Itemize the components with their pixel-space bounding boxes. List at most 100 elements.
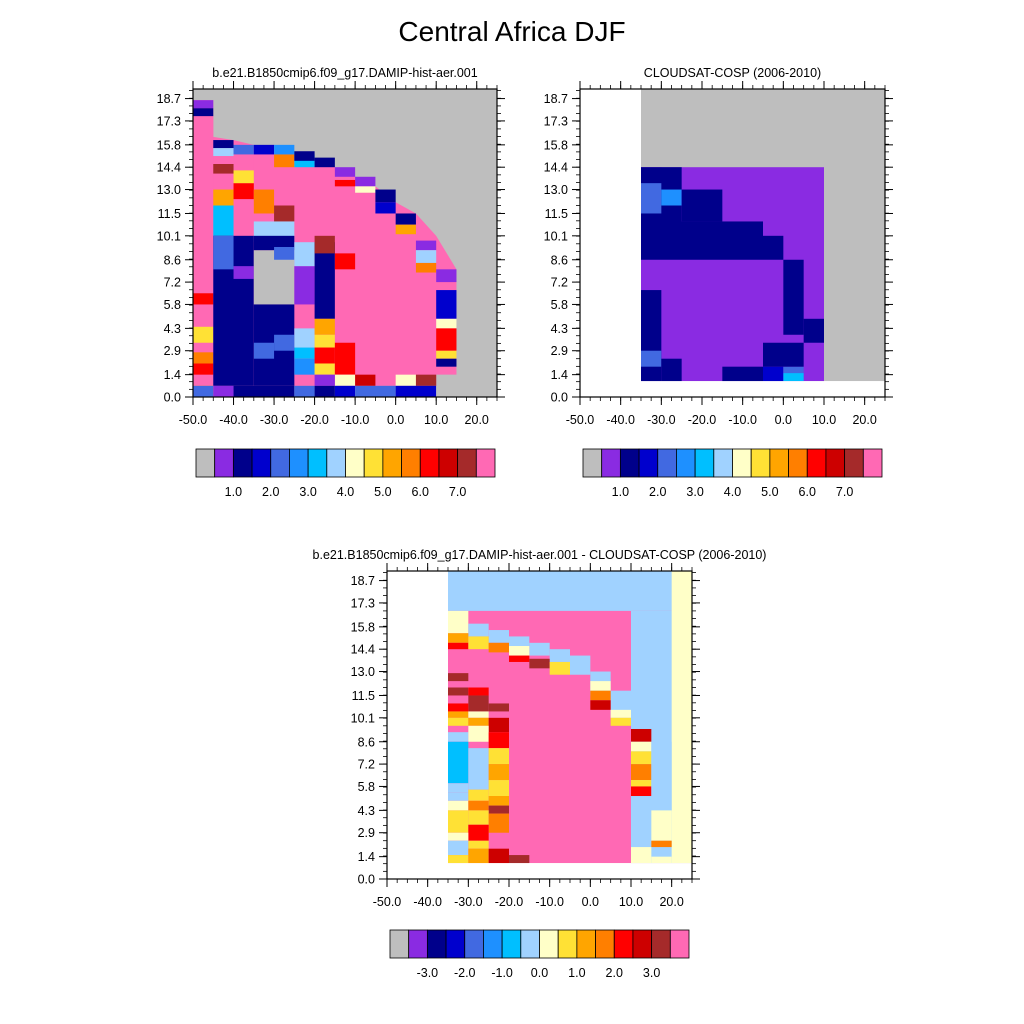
heatmap-cell xyxy=(213,385,234,397)
heatmap-cell xyxy=(590,681,611,691)
colorbar-swatch xyxy=(520,929,540,959)
heatmap-cell xyxy=(641,290,662,382)
y-tick-label: 18.7 xyxy=(544,92,568,106)
x-tick-label: -20.0 xyxy=(495,895,524,909)
missing-region xyxy=(580,89,641,397)
heatmap-cell xyxy=(193,363,214,375)
y-tick-label: 4.3 xyxy=(358,804,375,818)
heatmap-cell xyxy=(468,725,489,742)
heatmap-cell xyxy=(314,235,335,254)
heatmap-cell xyxy=(468,623,489,637)
colorbar-swatch xyxy=(657,448,677,478)
heatmap-cell xyxy=(448,840,469,856)
heatmap-cell xyxy=(549,649,570,662)
heatmap-cell xyxy=(488,848,509,864)
x-tick-label: 20.0 xyxy=(465,413,489,427)
colorbar-label: 7.0 xyxy=(836,485,853,499)
heatmap-cell xyxy=(631,847,652,864)
x-tick-label: -10.0 xyxy=(728,413,757,427)
heatmap-cell xyxy=(213,189,234,206)
colorbar-swatch xyxy=(401,448,421,478)
heatmap-cell xyxy=(415,240,437,251)
colorbar-label: 2.0 xyxy=(606,966,623,980)
colorbar-swatch xyxy=(501,929,522,959)
heatmap-cell xyxy=(509,855,530,864)
heatmap-cell xyxy=(395,374,416,386)
heatmap-cell xyxy=(436,350,457,359)
heatmap-cell xyxy=(783,373,804,382)
heatmap-cell xyxy=(468,636,489,650)
heatmap-cell xyxy=(803,318,824,343)
heatmap-cell xyxy=(651,840,672,848)
heatmap-cell xyxy=(488,813,509,833)
y-tick-label: 0.0 xyxy=(358,873,375,887)
colorbar-swatch xyxy=(844,448,864,478)
heatmap-cell xyxy=(415,262,437,273)
x-tick-label: -50.0 xyxy=(373,895,402,909)
heatmap-cell xyxy=(213,164,234,174)
heatmap-cell xyxy=(294,266,315,305)
heatmap-cell xyxy=(631,728,652,742)
colorbar-swatch xyxy=(289,448,309,478)
y-tick-label: 11.5 xyxy=(158,207,181,221)
y-tick-label: 15.8 xyxy=(544,138,568,152)
heatmap-cell xyxy=(448,741,469,784)
y-tick-label: 0.0 xyxy=(164,391,181,405)
y-tick-label: 4.3 xyxy=(551,322,568,336)
x-tick-label: -20.0 xyxy=(688,413,717,427)
heatmap-cell xyxy=(631,786,652,797)
colorbar-swatch xyxy=(382,448,402,478)
panel-1: b.e21.B1850cmip6.f09_g17.DAMIP-hist-aer.… xyxy=(157,66,505,499)
colorbar-label: 5.0 xyxy=(761,485,778,499)
colorbar-swatch xyxy=(601,448,621,478)
colorbar-swatch xyxy=(408,929,428,959)
y-tick-label: 18.7 xyxy=(351,574,375,588)
heatmap-cell xyxy=(549,661,570,675)
heatmap-cell xyxy=(193,293,214,305)
colorbar-swatch xyxy=(214,448,234,478)
colorbar-label: -3.0 xyxy=(417,966,439,980)
colorbar-swatch xyxy=(669,929,690,959)
heatmap-cell xyxy=(334,253,356,270)
heatmap-cell xyxy=(763,342,804,367)
heatmap-cell xyxy=(314,157,335,168)
heatmap-cell xyxy=(355,176,376,187)
heatmap-cell xyxy=(436,358,457,367)
colorbar-swatch xyxy=(713,448,733,478)
heatmap-cell xyxy=(395,213,416,225)
heatmap-cell xyxy=(448,673,469,682)
colorbar-swatch xyxy=(576,929,596,959)
heatmap-cell xyxy=(436,328,457,351)
x-tick-label: 10.0 xyxy=(424,413,448,427)
heatmap-cell xyxy=(436,290,457,319)
heatmap-cell xyxy=(509,655,530,662)
colorbar-swatch xyxy=(862,448,883,478)
heatmap-cell xyxy=(395,385,437,397)
colorbar-swatch xyxy=(788,448,808,478)
heatmap-cell xyxy=(193,116,214,386)
heatmap-cell xyxy=(213,205,234,236)
heatmap-cell xyxy=(468,711,489,718)
y-tick-label: 14.4 xyxy=(157,161,181,175)
x-tick-label: 10.0 xyxy=(619,895,643,909)
y-tick-label: 8.6 xyxy=(164,253,181,267)
heatmap-cell xyxy=(314,385,335,397)
colorbar-swatch xyxy=(483,929,503,959)
colorbar-label: 2.0 xyxy=(262,485,279,499)
heatmap-cell xyxy=(334,374,356,386)
heatmap-cell xyxy=(448,810,469,833)
y-tick-label: 13.0 xyxy=(544,183,568,197)
colorbar-swatch xyxy=(445,929,466,959)
heatmap-cell xyxy=(375,202,396,214)
y-tick-label: 2.9 xyxy=(164,344,181,358)
colorbar-swatch xyxy=(232,448,253,478)
y-tick-label: 14.4 xyxy=(351,643,375,657)
colorbar-swatch xyxy=(464,929,484,959)
colorbar-swatch xyxy=(195,448,216,478)
heatmap-cell xyxy=(253,235,295,251)
heatmap-cell xyxy=(783,366,804,374)
heatmap-cell xyxy=(468,824,489,841)
heatmap-cell xyxy=(233,183,254,200)
x-tick-label: -40.0 xyxy=(413,895,442,909)
